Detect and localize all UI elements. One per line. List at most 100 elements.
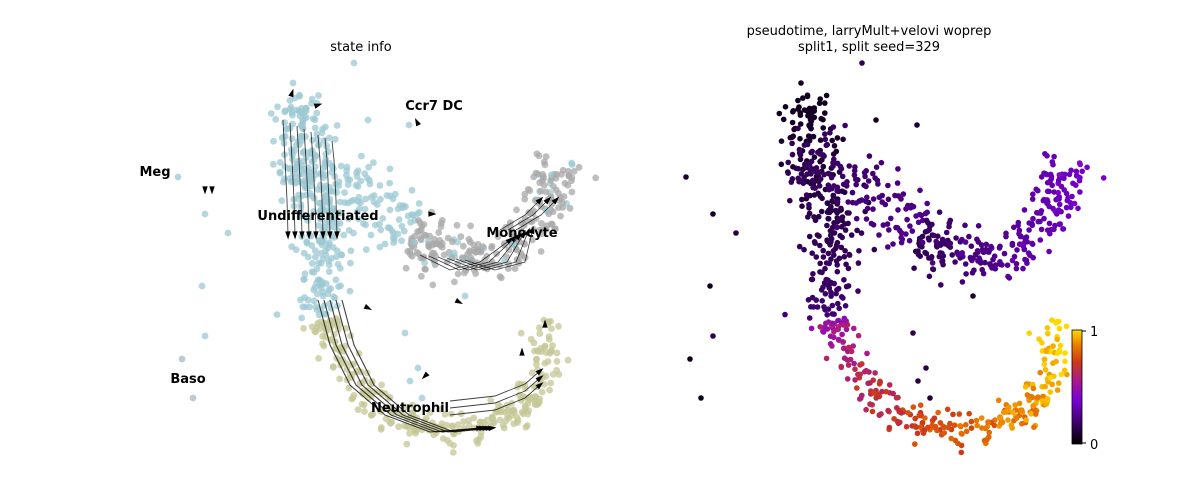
pseudotime-point (844, 210, 851, 216)
cell-point (451, 278, 458, 286)
cell-point (316, 325, 323, 333)
pseudotime-point (810, 304, 817, 310)
streamline (310, 131, 317, 236)
cell-point (496, 261, 503, 269)
pseudotime-point (863, 406, 869, 413)
cell-point (415, 250, 422, 257)
pseudotime-point (1030, 385, 1037, 392)
stream-arrowhead (421, 371, 430, 380)
pseudotime-point (1053, 358, 1059, 365)
pseudotime-point (805, 297, 812, 303)
cell-point (379, 215, 387, 222)
cell-point (340, 231, 348, 239)
pseudotime-point (831, 156, 837, 163)
pseudotime-point (1022, 384, 1029, 390)
pseudotime-point (893, 224, 899, 231)
cell-point (544, 358, 552, 365)
cell-point (546, 386, 553, 394)
pseudotime-point (817, 242, 823, 249)
pseudotime-point (941, 424, 948, 431)
cell-point (406, 377, 414, 385)
cell-point (326, 198, 333, 206)
pseudotime-point (926, 227, 932, 233)
cell-point (436, 405, 444, 413)
pseudotime-point (820, 163, 827, 170)
pseudotime-point (733, 230, 739, 236)
pseudotime-point (1056, 172, 1063, 178)
pseudotime-point (1075, 205, 1081, 212)
cell-point (331, 294, 339, 302)
pseudotime-point (885, 196, 892, 203)
pseudotime-point (1039, 398, 1046, 404)
cell-point (494, 229, 502, 237)
pseudotime-point (843, 326, 850, 333)
cell-point (429, 281, 437, 289)
cell-point (479, 243, 487, 251)
cell-point (304, 216, 311, 224)
streamline (449, 384, 541, 416)
pseudotime-point (841, 345, 847, 352)
cell-point (354, 183, 362, 190)
pseudotime-point (1017, 233, 1024, 240)
pseudotime-point (917, 424, 924, 430)
cell-point (330, 215, 338, 223)
pseudotime-point (848, 232, 855, 238)
pseudotime-point (1049, 159, 1056, 165)
pseudotime-point (1068, 204, 1074, 211)
cell-point (361, 408, 368, 415)
cluster-label-neutrophil: Neutrophil (371, 401, 449, 416)
pseudotime-point (815, 213, 822, 220)
pseudotime-point (1005, 417, 1011, 423)
right-title-line-1: pseudotime, larryMult+velovi woprep (747, 24, 992, 39)
cell-point (358, 152, 365, 160)
cell-point (431, 236, 438, 243)
pseudotime-point (959, 279, 966, 285)
cell-point (515, 259, 523, 267)
pseudotime-point (853, 200, 859, 206)
pseudotime-point (827, 232, 834, 239)
cell-point (299, 116, 306, 124)
pseudotime-point (1037, 218, 1043, 225)
pseudotime-point (1026, 227, 1032, 233)
pseudotime-point (917, 253, 923, 259)
streamline (289, 122, 296, 236)
pseudotime-point (841, 253, 848, 260)
pseudotime-point (1067, 200, 1074, 206)
pseudotime-point (1006, 404, 1012, 411)
cell-point (528, 369, 536, 377)
cell-point (488, 242, 496, 250)
pseudotime-point (1029, 196, 1036, 202)
streamline (282, 119, 289, 236)
cell-point (315, 92, 322, 99)
pseudotime-point (840, 322, 847, 328)
cell-point (272, 116, 280, 123)
pseudotime-point (787, 197, 793, 204)
pseudotime-point (885, 407, 891, 414)
pseudotime-point (986, 429, 992, 436)
streamline (515, 199, 557, 231)
pseudotime-point (824, 222, 830, 229)
pseudotime-point (710, 211, 716, 217)
pseudotime-point (827, 130, 833, 136)
pseudotime-point (886, 424, 893, 431)
pseudotime-point (968, 418, 975, 425)
cell-point (354, 198, 362, 205)
cell-point (499, 421, 507, 429)
pseudotime-point (943, 229, 950, 236)
cell-point (198, 282, 206, 290)
cell-point (315, 355, 322, 362)
pseudotime-point (851, 172, 858, 178)
cell-point (461, 292, 469, 300)
pseudotime-point (835, 285, 842, 292)
pseudotime-point (895, 394, 901, 401)
cell-point (304, 253, 312, 261)
pseudotime-point (898, 196, 904, 202)
cell-point (389, 195, 397, 203)
pseudotime-point (828, 256, 834, 262)
cell-point (592, 174, 600, 182)
cell-point (448, 238, 456, 246)
cell-point (320, 174, 327, 182)
cell-point (313, 109, 321, 117)
cell-point (299, 149, 307, 157)
pseudotime-point (1014, 247, 1020, 253)
